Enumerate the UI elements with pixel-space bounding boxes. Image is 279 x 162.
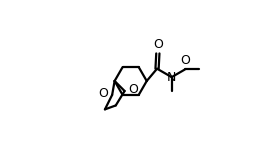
Text: O: O	[128, 83, 138, 96]
Text: O: O	[153, 38, 163, 51]
Text: O: O	[180, 54, 190, 67]
Text: O: O	[99, 87, 109, 100]
Text: N: N	[167, 71, 176, 84]
